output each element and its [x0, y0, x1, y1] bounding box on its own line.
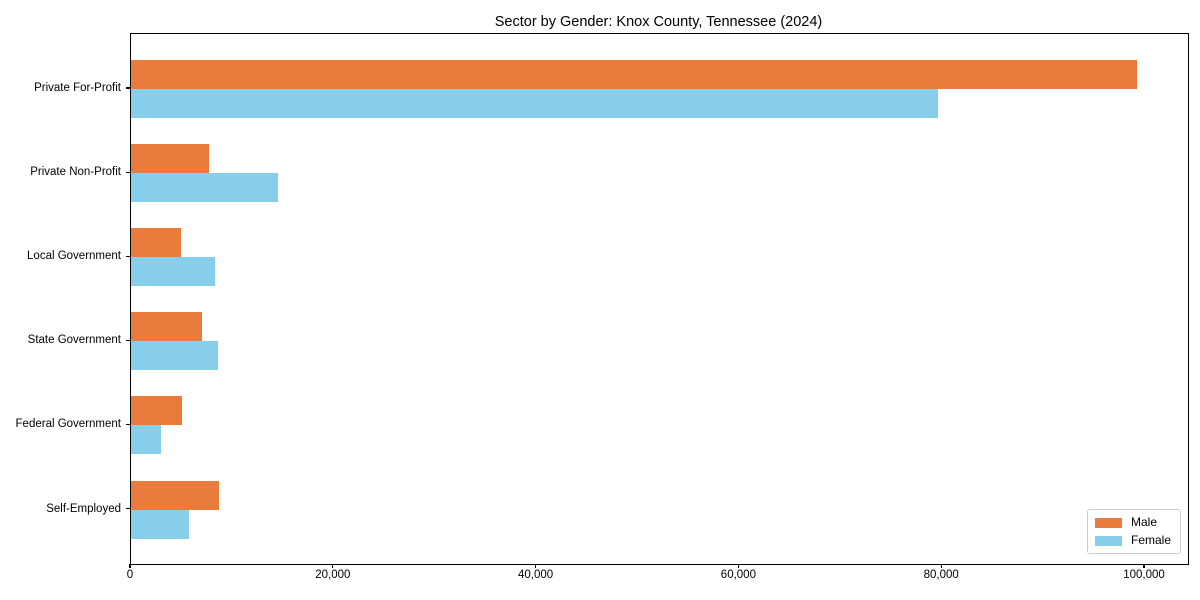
- bar-male-private-for-profit: [131, 60, 1137, 89]
- legend-label-female: Female: [1130, 533, 1171, 547]
- x-tick-label-0: 0: [126, 569, 134, 581]
- legend: Male Female: [1086, 509, 1181, 554]
- y-tick-label-private-for-profit: Private For-Profit: [34, 82, 121, 94]
- x-tick-label-40-000: 40,000: [518, 569, 554, 581]
- legend-label-male: Male: [1130, 515, 1157, 529]
- bar-male-local-government: [131, 228, 181, 258]
- y-tick-mark: [126, 87, 130, 89]
- y-tick-mark: [126, 507, 130, 510]
- x-tick-mark: [737, 564, 739, 568]
- x-tick-mark: [332, 564, 334, 568]
- plot-area: Male Female: [130, 33, 1189, 565]
- x-tick-mark: [535, 564, 537, 568]
- x-tick-mark: [129, 564, 131, 568]
- legend-entry-female: Female: [1094, 533, 1171, 547]
- x-tick-label-80-000: 80,000: [923, 569, 959, 581]
- bar-female-local-government: [131, 257, 216, 287]
- bar-female-self-employed: [131, 509, 189, 539]
- y-tick-mark: [126, 255, 130, 257]
- x-tick-mark: [1143, 564, 1145, 568]
- y-tick-mark: [126, 423, 130, 425]
- bar-male-federal-government: [131, 396, 182, 426]
- bar-female-private-for-profit: [131, 89, 939, 118]
- female-swatch-icon: [1094, 535, 1122, 546]
- bar-female-federal-government: [131, 425, 162, 455]
- chart-title: Sector by Gender: Knox County, Tennessee…: [494, 14, 823, 30]
- legend-entry-male: Male: [1094, 515, 1171, 529]
- y-tick-label-local-government: Local Government: [27, 250, 121, 263]
- y-tick-mark: [126, 339, 130, 341]
- y-tick-label-private-non-profit: Private Non-Profit: [30, 166, 121, 179]
- y-tick-label-state-government: State Government: [27, 334, 121, 347]
- bar-male-self-employed: [131, 480, 220, 510]
- y-tick-label-federal-government: Federal Government: [15, 418, 121, 431]
- y-tick-label-self-employed: Self-Employed: [46, 502, 121, 515]
- x-tick-label-60-000: 60,000: [720, 569, 756, 581]
- bar-female-state-government: [131, 341, 219, 371]
- x-tick-label-100-000: 100,000: [1123, 569, 1165, 581]
- x-tick-label-20-000: 20,000: [315, 569, 351, 581]
- bar-female-private-non-profit: [131, 173, 279, 203]
- bar-male-private-non-profit: [131, 144, 210, 174]
- bar-male-state-government: [131, 312, 202, 342]
- y-tick-mark: [126, 171, 130, 173]
- male-swatch-icon: [1094, 517, 1122, 528]
- x-tick-mark: [940, 564, 942, 568]
